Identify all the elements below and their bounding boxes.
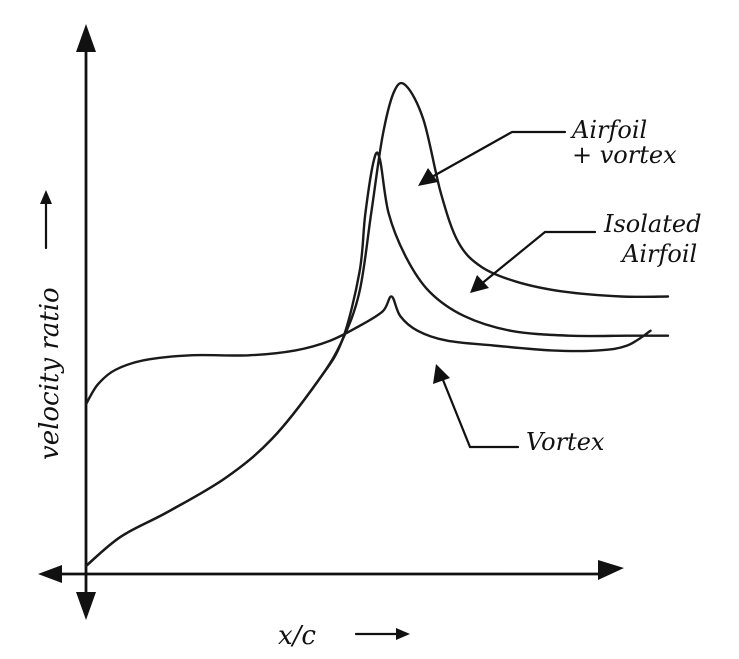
leader-isolated-airfoil-arrowhead — [470, 275, 489, 293]
y-axis-label: velocity ratio — [35, 287, 65, 460]
label-airfoil-vortex-line1: Airfoil — [570, 116, 647, 144]
annotation-labels: Airfoil + vortex Isolated Airfoil Vortex — [526, 116, 701, 456]
leader-airfoil-vortex — [428, 130, 567, 180]
y-axis-arrowhead-down — [76, 592, 96, 620]
x-axis-label: x/c — [278, 621, 316, 651]
leader-vortex-arrowhead — [433, 364, 450, 384]
series-group — [84, 81, 670, 568]
label-airfoil-vortex-line2: + vortex — [572, 141, 677, 169]
series-vortex — [84, 295, 652, 406]
label-isolated-airfoil-line1: Isolated — [603, 210, 701, 238]
leader-isolated-airfoil — [478, 230, 597, 287]
x-axis-arrowhead-left — [38, 565, 62, 583]
series-isolated-airfoil — [84, 151, 670, 568]
leader-airfoil-vortex-arrowhead — [418, 168, 438, 186]
y-axis-label-arrow — [40, 190, 52, 250]
label-vortex: Vortex — [526, 428, 605, 456]
x-axis-arrowhead-right — [598, 560, 624, 580]
leader-vortex — [439, 373, 520, 449]
annotation-leaders — [418, 130, 597, 449]
y-axis-arrowhead-up — [76, 24, 96, 52]
x-axis-label-arrow — [354, 628, 410, 640]
label-isolated-airfoil-line2: Airfoil — [620, 240, 697, 268]
